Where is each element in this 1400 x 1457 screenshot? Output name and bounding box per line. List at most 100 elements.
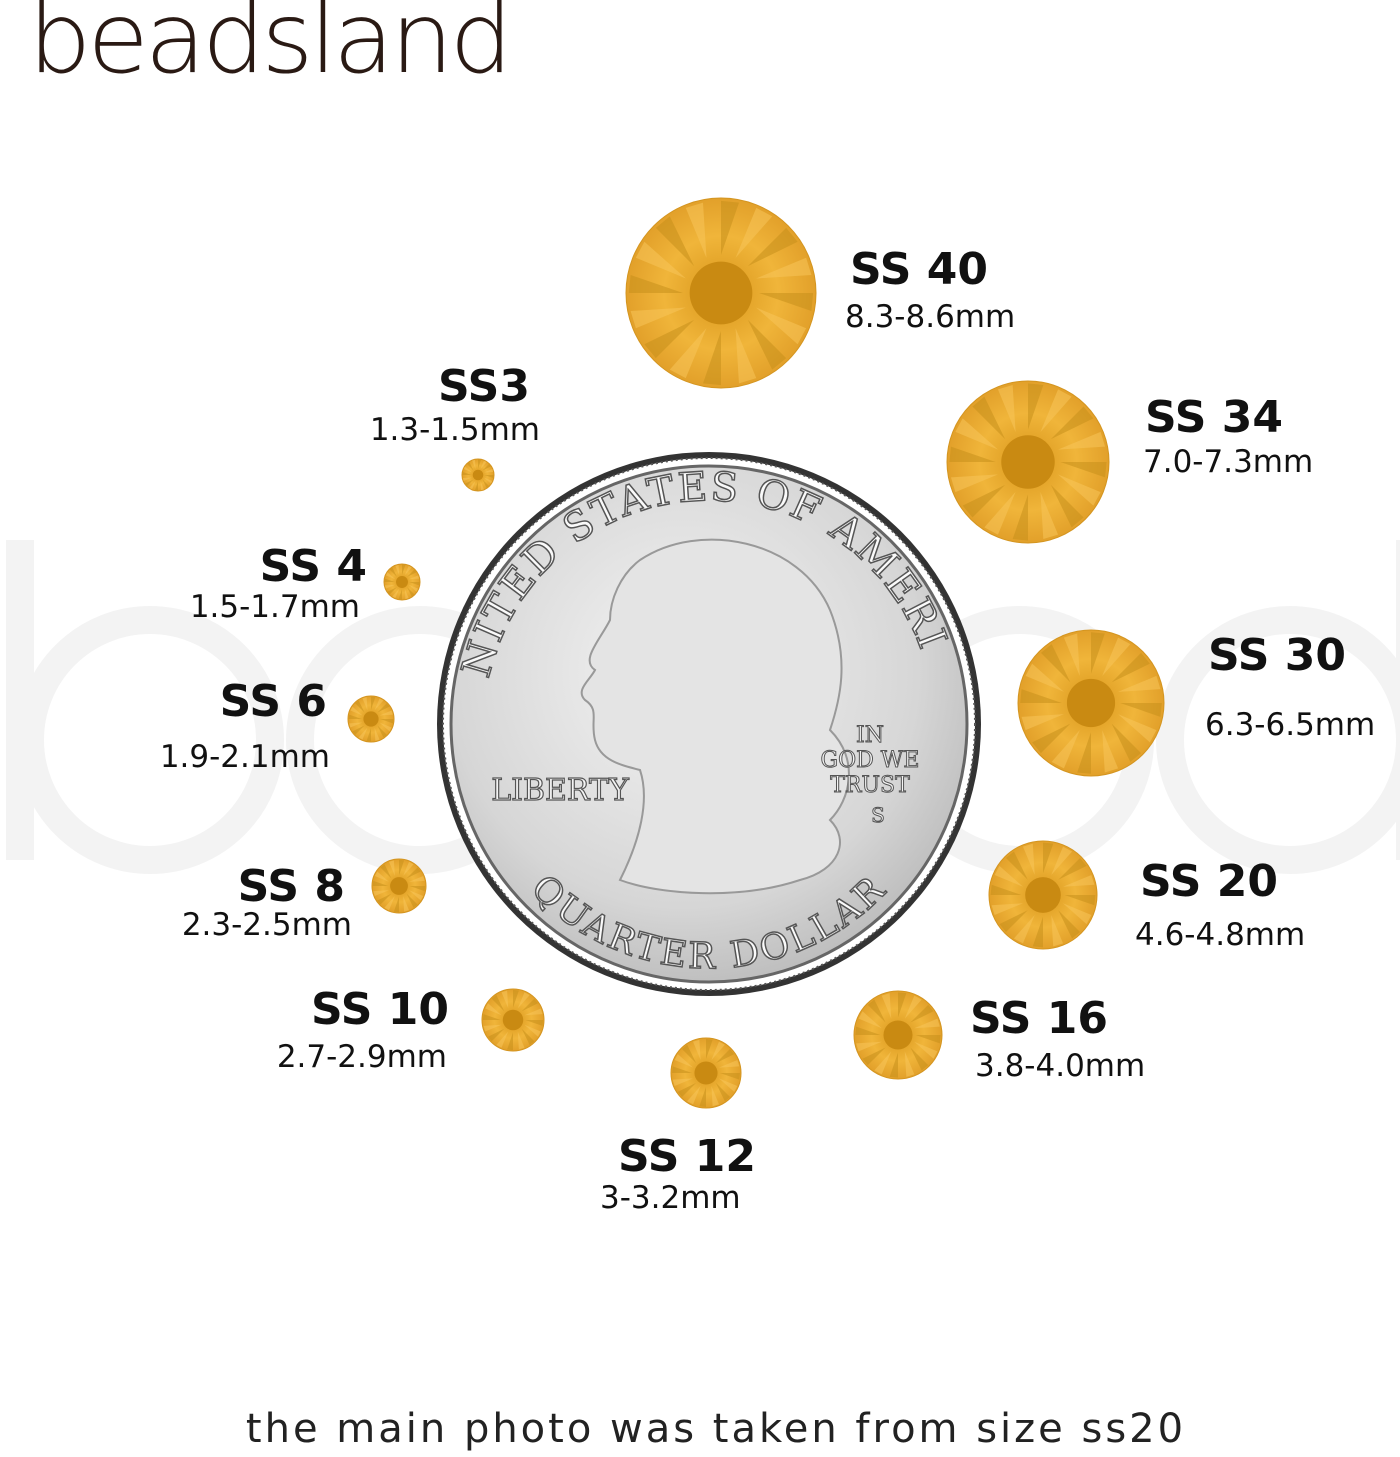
gem-facet [384, 584, 396, 589]
gem-facet [672, 1078, 694, 1086]
gem-facet [483, 477, 493, 484]
gem-facet [1060, 462, 1107, 478]
gem-facet [501, 990, 509, 1009]
gem-facet [997, 384, 1016, 433]
gem-facet [1040, 389, 1072, 433]
gem-facet [350, 706, 363, 716]
size-label: SS 10 [311, 984, 449, 1035]
gem-facet [999, 910, 1028, 933]
gem-facet [950, 474, 999, 493]
size-range: 2.7-2.9mm [276, 1039, 447, 1075]
gem-facet [1117, 714, 1157, 743]
size-range: 3-3.2mm [600, 1180, 741, 1216]
gem-facet [904, 1051, 915, 1077]
gem-facet [372, 880, 389, 886]
gem-facet [1050, 484, 1084, 528]
gem-facet [856, 1041, 882, 1052]
gem-facet [389, 567, 397, 577]
rhinestone-ss40 [625, 197, 817, 389]
gem-facet [635, 241, 686, 279]
gem-facet [484, 475, 494, 479]
gem-facet [1005, 851, 1028, 880]
gem-facet [699, 1087, 706, 1107]
rhinestone-ss3 [461, 458, 495, 492]
gem-facet [867, 999, 886, 1023]
size-range: 6.3-6.5mm [1205, 707, 1376, 743]
gem-facet [677, 1082, 697, 1098]
gem-facet [735, 207, 773, 258]
gem-facet [1022, 843, 1035, 876]
size-range: 3.8-4.0mm [975, 1048, 1146, 1084]
rhinestone-ss10 [481, 988, 545, 1052]
gem-facet [465, 479, 474, 486]
gem-facet [384, 895, 395, 911]
rhinestone-ss4 [383, 563, 421, 601]
gem-facet [991, 903, 1024, 916]
gem-facet [388, 860, 395, 877]
size-label: SS 34 [1145, 392, 1283, 443]
gem-facet [524, 1008, 543, 1016]
gem-facet [715, 1048, 735, 1064]
gem-facet [377, 893, 392, 905]
gem-facet [955, 418, 999, 450]
gem-facet [349, 722, 363, 728]
gem-facet [362, 697, 368, 711]
gem-facet [1021, 714, 1065, 731]
gem-facet [387, 587, 397, 595]
gem-facet [630, 307, 686, 329]
gem-facet [482, 464, 491, 471]
gem-facet [718, 1078, 738, 1092]
gem-facet [379, 722, 392, 732]
gem-facet [747, 227, 798, 267]
gem-facet [715, 1082, 731, 1102]
gem-facet [483, 469, 494, 473]
gem-facet [681, 1044, 697, 1064]
gem-facet [685, 202, 707, 258]
coin-motto-3: TRUST [830, 773, 910, 798]
gem-facet [718, 1060, 740, 1068]
gem-facet [1051, 729, 1080, 769]
gem-facet [721, 200, 739, 255]
gem-facet [462, 471, 472, 475]
gem-facet [462, 477, 473, 481]
gem-facet [1064, 895, 1096, 906]
gem-facet [409, 886, 426, 892]
gem-facet [358, 727, 368, 740]
gem-facet [1032, 723, 1071, 754]
size-range: 1.5-1.7mm [189, 589, 360, 625]
gem-facet [408, 890, 424, 901]
gem-facet [384, 578, 395, 582]
gem-facet [1063, 633, 1080, 677]
gem-facet [1057, 474, 1101, 506]
gem-facet [487, 1028, 505, 1042]
gem-facet [1077, 732, 1091, 774]
gem-facet [478, 459, 482, 469]
gem-facet [1102, 729, 1119, 773]
gem-facet [655, 216, 695, 267]
gem-facet [355, 700, 365, 713]
gem-facet [392, 588, 400, 599]
gem-facet [474, 481, 478, 491]
gem-facet [1032, 916, 1043, 948]
rhinestone-ss34 [946, 380, 1110, 544]
gem-facet [914, 1018, 940, 1029]
gem-facet [1051, 846, 1073, 876]
gem-facet [858, 1011, 882, 1029]
size-label: SS 8 [237, 861, 345, 912]
gem-facet [881, 993, 892, 1019]
gem-facet [374, 871, 390, 882]
gem-facet [711, 1041, 725, 1061]
coin-motto-2: GOD WE [821, 748, 920, 773]
rhinestone-ss8 [371, 858, 427, 914]
gem-facet [467, 462, 474, 471]
gem-facet [949, 446, 996, 462]
gem-facet [672, 1066, 692, 1073]
gem-facet [408, 575, 420, 580]
gem-facet [1012, 494, 1028, 541]
rhinestone-ss30 [1017, 629, 1165, 777]
gem-facet [1062, 903, 1092, 925]
gem-facet [380, 864, 392, 879]
gem-facet [366, 728, 371, 742]
gem-facet [889, 1052, 898, 1078]
